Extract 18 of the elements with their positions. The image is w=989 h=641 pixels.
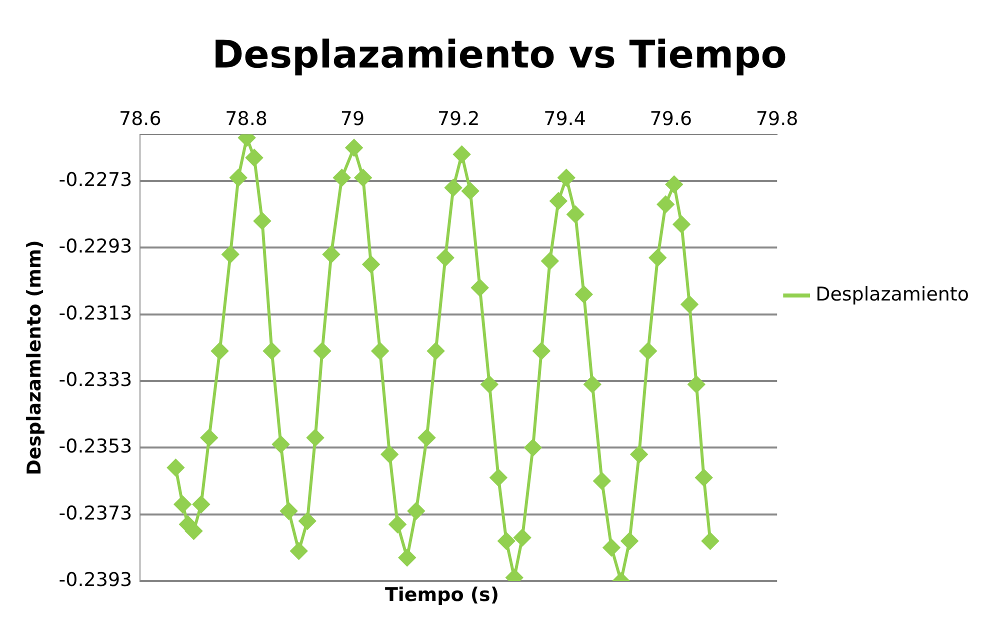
x-tick-label: 79.6 [650, 108, 692, 130]
y-tick-label: -0.2393 [58, 568, 132, 591]
y-tick-label: -0.2313 [58, 302, 132, 324]
x-tick-label: 79.4 [544, 108, 586, 130]
y-tick-label: -0.2333 [58, 368, 132, 391]
x-tick-label: 79.2 [437, 108, 480, 130]
x-tick-label: 78.8 [225, 108, 268, 130]
y-tick-label: -0.2273 [58, 168, 132, 191]
x-tick-label: 79 [340, 108, 365, 130]
y-tick-label: -0.2353 [58, 436, 132, 458]
x-axis-title: Tiempo (s) [384, 584, 500, 606]
x-tick-label: 78.6 [118, 108, 162, 130]
y-tick-label: -0.2293 [58, 236, 132, 258]
chart-title: Desplazamiento vs Tiempo [212, 32, 787, 77]
x-tick-label: 79.8 [756, 108, 798, 130]
y-tick-label: -0.2373 [58, 502, 132, 524]
y-axis-title: Desplazamlento (mm) [23, 240, 46, 476]
legend-label: Desplazamiento [816, 283, 970, 306]
